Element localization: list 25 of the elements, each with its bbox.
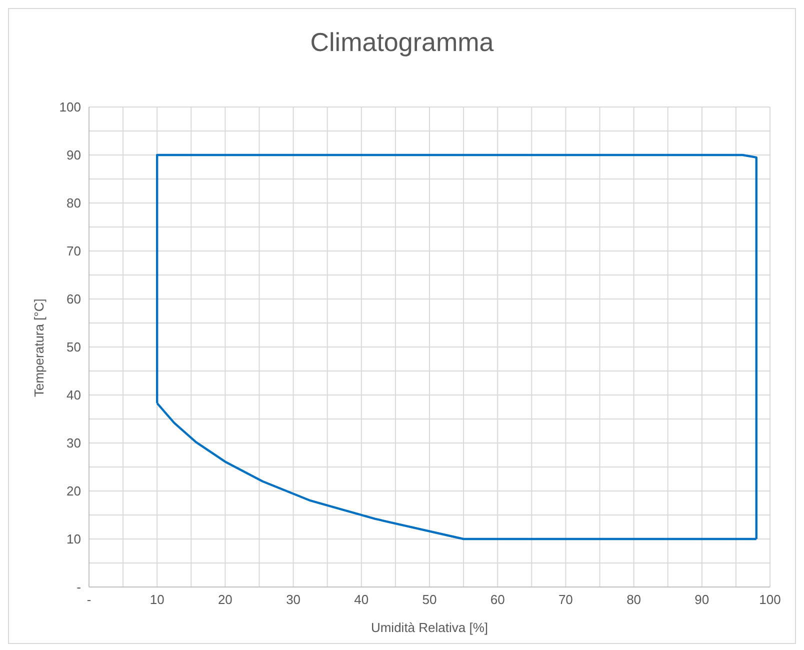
y-tick-label: 60 bbox=[66, 292, 81, 307]
y-tick-label: 20 bbox=[66, 484, 81, 499]
y-axis-title: Temperatura [°C] bbox=[32, 298, 47, 397]
y-tick-label: 10 bbox=[66, 532, 81, 547]
x-tick-label: 50 bbox=[422, 592, 437, 608]
y-tick-label: - bbox=[76, 580, 81, 595]
y-tick-label: 80 bbox=[66, 196, 81, 211]
y-tick-label: 100 bbox=[59, 100, 81, 115]
x-axis-title: Umidità Relativa [%] bbox=[370, 620, 488, 635]
x-tick-label: 40 bbox=[354, 592, 369, 608]
x-tick-label: 10 bbox=[150, 592, 164, 608]
x-tick-label: 90 bbox=[694, 592, 710, 608]
y-tick-label: 40 bbox=[66, 388, 81, 403]
x-tick-label: 20 bbox=[218, 592, 232, 608]
y-tick-label: 30 bbox=[66, 436, 81, 451]
x-tick-label: - bbox=[86, 592, 92, 608]
y-tick-label: 90 bbox=[66, 148, 81, 163]
x-tick-label: 70 bbox=[558, 592, 573, 608]
x-tick-label: 60 bbox=[490, 592, 505, 608]
x-tick-label: 80 bbox=[626, 592, 642, 608]
chart-title: Climatogramma bbox=[309, 27, 495, 59]
x-tick-label: 30 bbox=[286, 592, 301, 608]
y-tick-label: 50 bbox=[66, 340, 81, 355]
x-tick-label: 100 bbox=[759, 592, 781, 608]
y-tick-label: 70 bbox=[66, 244, 81, 259]
